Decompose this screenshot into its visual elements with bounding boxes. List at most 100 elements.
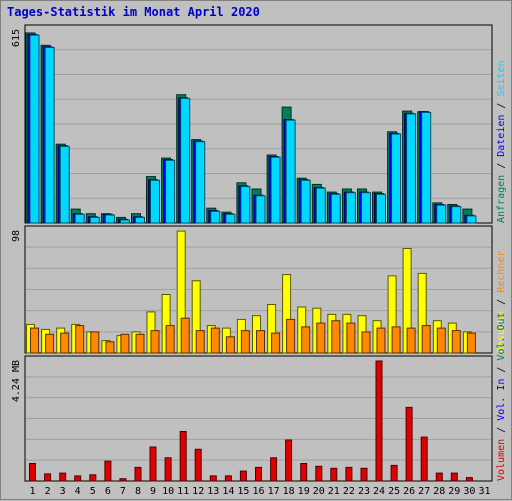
legend-item: Vol. In [496,379,507,421]
bar-volume-volumen-day19 [300,463,308,482]
bar-volume-volumen-day8 [134,466,142,482]
legend-item: Rechner [496,251,507,293]
bar-hits-seiten-day28 [436,204,447,224]
bar-volume-volumen-day28 [435,472,443,482]
bar-visits-rechner-day21 [331,320,341,354]
bar-hits-seiten-day4 [74,213,85,224]
x-tick-label: 22 [343,486,355,497]
x-tick-label: 19 [298,486,310,497]
bar-visits-rechner-day26 [406,327,416,354]
bar-hits-seiten-day25 [391,133,402,224]
bar-hits-seiten-day2 [44,46,55,224]
bar-hits-seiten-day8 [135,216,145,224]
bar-hits-seiten-day24 [376,193,386,224]
bar-hits-seiten-day1 [29,34,40,224]
bar-volume-volumen-day27 [420,436,428,482]
bar-visits-rechner-day29 [451,330,461,354]
bar-visits-rechner-day12 [195,330,205,354]
bar-visits-rechner-day20 [316,322,326,354]
x-tick-label: 30 [463,486,475,497]
legend-volume: Volumen / Vol. In / Vol. Out [496,312,507,481]
bar-volume-volumen-day17 [270,457,278,482]
bar-visits-rechner-day10 [165,325,175,354]
x-tick-label: 18 [283,486,295,497]
bar-volume-volumen-day24 [375,360,383,482]
bar-visits-rechner-day23 [361,331,371,354]
legend-item: Volumen [496,439,507,481]
x-tick-label: 5 [90,486,96,497]
bar-volume-volumen-day1 [29,463,36,482]
bar-visits-rechner-day13 [210,327,220,354]
bar-hits-seiten-day21 [330,193,341,224]
bar-volume-volumen-day9 [149,446,157,482]
bar-hits-seiten-day15 [240,186,251,224]
x-tick-label: 1 [29,486,35,497]
bar-visits-rechner-day14 [225,336,235,354]
legend-item: Vol. Out [496,312,507,360]
bar-volume-volumen-day12 [194,448,202,482]
bar-volume-volumen-day16 [255,466,262,482]
bar-visits-rechner-day1 [30,327,39,354]
y-max-label-hits: 615 [11,29,22,47]
x-tick-label: 14 [222,486,234,497]
x-tick-label: 29 [448,486,460,497]
legend-item: Dateien [496,115,507,157]
x-tick-label: 15 [237,486,249,497]
bar-volume-volumen-day20 [315,465,323,482]
x-tick-label: 11 [177,486,189,497]
bar-hits-seiten-day30 [466,215,477,224]
x-tick-label: 13 [207,486,219,497]
x-tick-label: 4 [75,486,81,497]
bar-volume-volumen-day22 [345,466,353,482]
bar-volume-volumen-day7 [119,478,127,482]
x-tick-label: 2 [45,486,51,497]
bar-volume-volumen-day10 [164,457,172,482]
bar-visits-rechner-day19 [301,326,311,354]
bar-volume-volumen-day30 [465,477,473,482]
x-tick-label: 24 [373,486,385,497]
bar-visits-rechner-day30 [466,332,476,354]
bar-hits-seiten-day7 [119,219,130,224]
bar-hits-seiten-day13 [210,210,221,224]
bar-volume-volumen-day18 [285,439,293,482]
bar-visits-rechner-day18 [286,318,296,354]
bar-visits-rechner-day17 [271,332,281,354]
chart-title: Tages-Statistik im Monat April 2020 [7,5,260,19]
bar-volume-volumen-day6 [104,460,112,482]
bar-volume-volumen-day13 [209,475,217,482]
bar-hits-seiten-day29 [451,206,462,224]
bar-hits-seiten-day27 [421,111,432,224]
bar-visits-rechner-day8 [135,333,145,354]
bar-visits-rechner-day22 [346,322,356,354]
bar-hits-seiten-day11 [180,97,191,224]
bar-volume-volumen-day29 [450,472,458,482]
bar-visits-rechner-day2 [45,333,55,354]
bar-visits-rechner-day28 [436,327,446,354]
x-tick-label: 3 [60,486,66,497]
bar-volume-volumen-day4 [74,475,82,482]
bar-visits-rechner-day24 [376,327,386,354]
bar-hits-seiten-day10 [165,159,176,224]
bar-volume-volumen-day23 [360,467,368,482]
bar-hits-seiten-day6 [104,214,115,224]
bar-hits-seiten-day18 [285,119,296,224]
y-max-label-visits: 98 [11,230,22,242]
bar-hits-seiten-day20 [315,187,326,224]
x-tick-label: 21 [328,486,340,497]
bar-volume-volumen-day11 [179,431,187,482]
legend-hits: Anfragen / Dateien / Seiten [496,60,507,223]
bar-visits-rechner-day27 [421,325,431,354]
y-max-label-volume: 4.24 MB [11,360,22,402]
bar-volume-volumen-day5 [89,474,97,482]
bar-visits-rechner-day5 [90,331,100,354]
x-tick-label: 9 [150,486,156,497]
bar-visits-rechner-day15 [240,330,250,354]
bar-volume-volumen-day3 [59,472,67,482]
x-tick-label: 8 [135,486,141,497]
bar-volume-volumen-day21 [330,467,338,482]
x-tick-label: 20 [313,486,325,497]
x-tick-label: 17 [268,486,280,497]
legend-visits: Besuche / Rechner [496,251,507,353]
bar-visits-rechner-day3 [60,332,70,354]
